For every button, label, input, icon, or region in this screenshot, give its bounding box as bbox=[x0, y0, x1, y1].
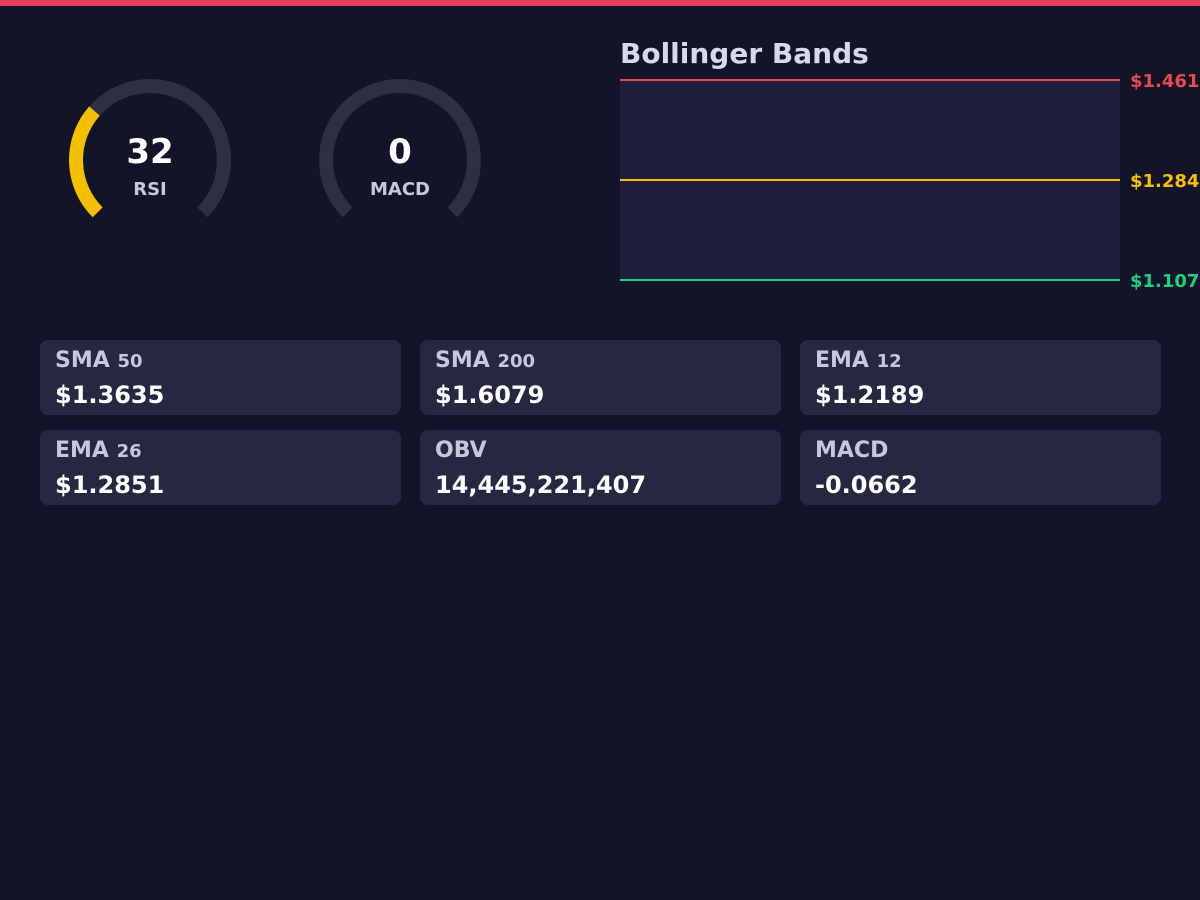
card-value: -0.0662 bbox=[815, 471, 918, 499]
card-value: $1.2189 bbox=[815, 381, 924, 409]
gauge-value: 0 bbox=[388, 132, 412, 172]
card-value: $1.3635 bbox=[55, 381, 164, 409]
card-value: $1.2851 bbox=[55, 471, 164, 499]
card-name: SMA bbox=[55, 348, 110, 373]
panel-title: Bollinger Bands bbox=[620, 37, 869, 70]
card-name: EMA bbox=[55, 438, 109, 463]
gauge-track bbox=[319, 79, 481, 218]
indicator-card bbox=[40, 430, 401, 505]
gauge-label: RSI bbox=[133, 179, 167, 200]
gauge-fill bbox=[69, 106, 103, 218]
card-period: 50 bbox=[117, 351, 142, 372]
card-period: 26 bbox=[117, 441, 142, 462]
band-label: $1.107 bbox=[1130, 271, 1199, 292]
card-label: MACD bbox=[815, 438, 888, 463]
indicator-card bbox=[420, 430, 781, 505]
gauge-label: MACD bbox=[370, 179, 430, 200]
card-label: EMA 26 bbox=[55, 438, 142, 463]
card-name: MACD bbox=[815, 438, 888, 463]
indicator-card bbox=[420, 340, 781, 415]
card-label: SMA 200 bbox=[435, 348, 535, 373]
gauge-value: 32 bbox=[126, 132, 173, 172]
band-label: $1.461 bbox=[1130, 71, 1199, 92]
card-name: EMA bbox=[815, 348, 869, 373]
card-name: SMA bbox=[435, 348, 490, 373]
indicator-card bbox=[800, 340, 1161, 415]
card-label: EMA 12 bbox=[815, 348, 902, 373]
card-label: SMA 50 bbox=[55, 348, 143, 373]
indicator-card bbox=[800, 430, 1161, 505]
indicator-card bbox=[40, 340, 401, 415]
card-period: 200 bbox=[497, 351, 535, 372]
card-value: $1.6079 bbox=[435, 381, 544, 409]
top-bar bbox=[0, 0, 1200, 6]
card-value: 14,445,221,407 bbox=[435, 471, 646, 499]
card-name: OBV bbox=[435, 438, 487, 463]
card-label: OBV bbox=[435, 438, 487, 463]
card-period: 12 bbox=[877, 351, 902, 372]
band-label: $1.284 bbox=[1130, 171, 1199, 192]
